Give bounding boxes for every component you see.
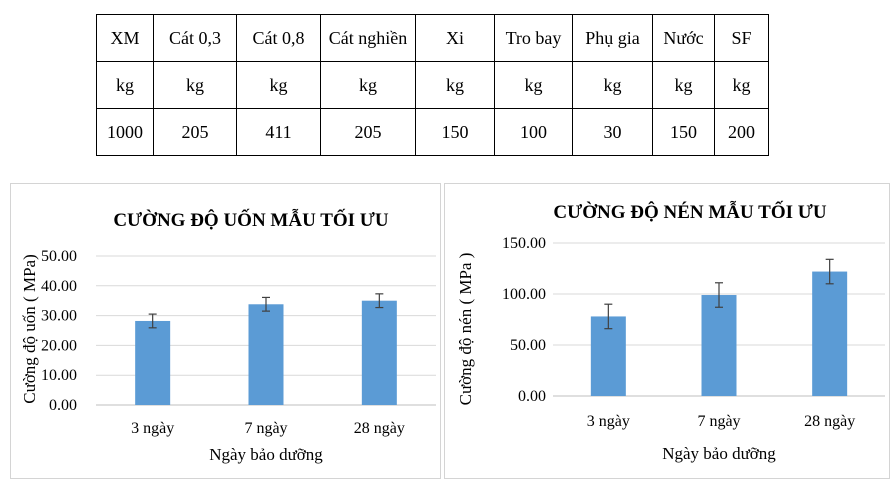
table-header-cell: SF	[714, 14, 769, 62]
x-category-label: 3 ngày	[587, 413, 630, 430]
table-unit-cell: kg	[415, 61, 495, 109]
table-header-cell: Cát 0,3	[153, 14, 237, 62]
bar	[361, 300, 397, 405]
table-value-cell: 205	[320, 108, 416, 156]
table-unit-cell: kg	[320, 61, 416, 109]
table-header-cell: Nước	[652, 14, 715, 62]
table-value-cell: 150	[415, 108, 495, 156]
y-tick-label: 0.00	[49, 397, 77, 414]
y-axis-label: Cường độ nén ( MPa )	[456, 253, 475, 406]
table-header-cell: XM	[96, 14, 154, 62]
table-value-cell: 100	[494, 108, 573, 156]
chart-title: CƯỜNG ĐỘ UỐN MẪU TỐI ƯU	[113, 209, 389, 231]
x-category-label: 28 ngày	[354, 420, 405, 437]
table-unit-cell: kg	[236, 61, 321, 109]
table-row-headers: XM Cát 0,3 Cát 0,8 Cát nghiền Xi Tro bay…	[96, 14, 769, 62]
table-value-cell: 411	[236, 108, 321, 156]
table-unit-cell: kg	[572, 61, 653, 109]
y-axis-label: Cường độ uốn ( MPa)	[20, 254, 39, 403]
table-header-cell: Xi	[415, 14, 495, 62]
bar	[590, 316, 626, 396]
y-tick-label: 20.00	[41, 337, 77, 354]
bar	[701, 295, 737, 396]
table-unit-cell: kg	[714, 61, 769, 109]
table-header-cell: Tro bay	[494, 14, 573, 62]
table-value-cell: 30	[572, 108, 653, 156]
table-value-cell: 1000	[96, 108, 154, 156]
table-unit-cell: kg	[96, 61, 154, 109]
bar	[248, 304, 284, 405]
bar	[135, 320, 171, 405]
y-tick-label: 100.00	[502, 286, 546, 303]
bar	[812, 271, 848, 396]
y-tick-label: 50.00	[510, 337, 546, 354]
table-header-cell: Phụ gia	[572, 14, 653, 62]
table-unit-cell: kg	[153, 61, 237, 109]
x-axis-label: Ngày bảo dưỡng	[209, 445, 323, 464]
y-tick-label: 0.00	[518, 388, 546, 405]
y-tick-label: 10.00	[41, 367, 77, 384]
table-value-cell: 150	[652, 108, 715, 156]
y-tick-label: 30.00	[41, 308, 77, 325]
table-header-cell: Cát nghiền	[320, 14, 416, 62]
table-row-values: 1000 205 411 205 150 100 30 150 200	[96, 108, 769, 156]
y-tick-label: 150.00	[502, 235, 546, 252]
x-category-label: 28 ngày	[804, 413, 855, 430]
table-unit-cell: kg	[652, 61, 715, 109]
table-row-units: kg kg kg kg kg kg kg kg kg	[96, 61, 769, 109]
compressive-strength-chart-panel: CƯỜNG ĐỘ NÉN MẪU TỐI ƯU 0.00 50.00 100.00 15…	[444, 183, 890, 479]
compressive-strength-chart: CƯỜNG ĐỘ NÉN MẪU TỐI ƯU 0.00 50.00 100.00 15…	[456, 201, 885, 463]
flexural-strength-chart: CƯỜNG ĐỘ UỐN MẪU TỐI ƯU 0.00 10.00 20.00 30.…	[20, 209, 436, 464]
x-axis-label: Ngày bảo dưỡng	[662, 444, 776, 463]
table-unit-cell: kg	[494, 61, 573, 109]
x-category-label: 7 ngày	[244, 420, 287, 437]
chart-title: CƯỜNG ĐỘ NÉN MẪU TỐI ƯU	[553, 201, 826, 223]
table-header-cell: Cát 0,8	[236, 14, 321, 62]
x-category-label: 7 ngày	[697, 413, 740, 430]
table-value-cell: 205	[153, 108, 237, 156]
flexural-strength-chart-panel: CƯỜNG ĐỘ UỐN MẪU TỐI ƯU 0.00 10.00 20.00 30.…	[10, 183, 441, 479]
y-tick-label: 50.00	[41, 248, 77, 265]
mix-proportion-table: XM Cát 0,3 Cát 0,8 Cát nghiền Xi Tro bay…	[96, 14, 769, 156]
table-value-cell: 200	[714, 108, 769, 156]
x-category-label: 3 ngày	[131, 420, 174, 437]
y-tick-label: 40.00	[41, 278, 77, 295]
